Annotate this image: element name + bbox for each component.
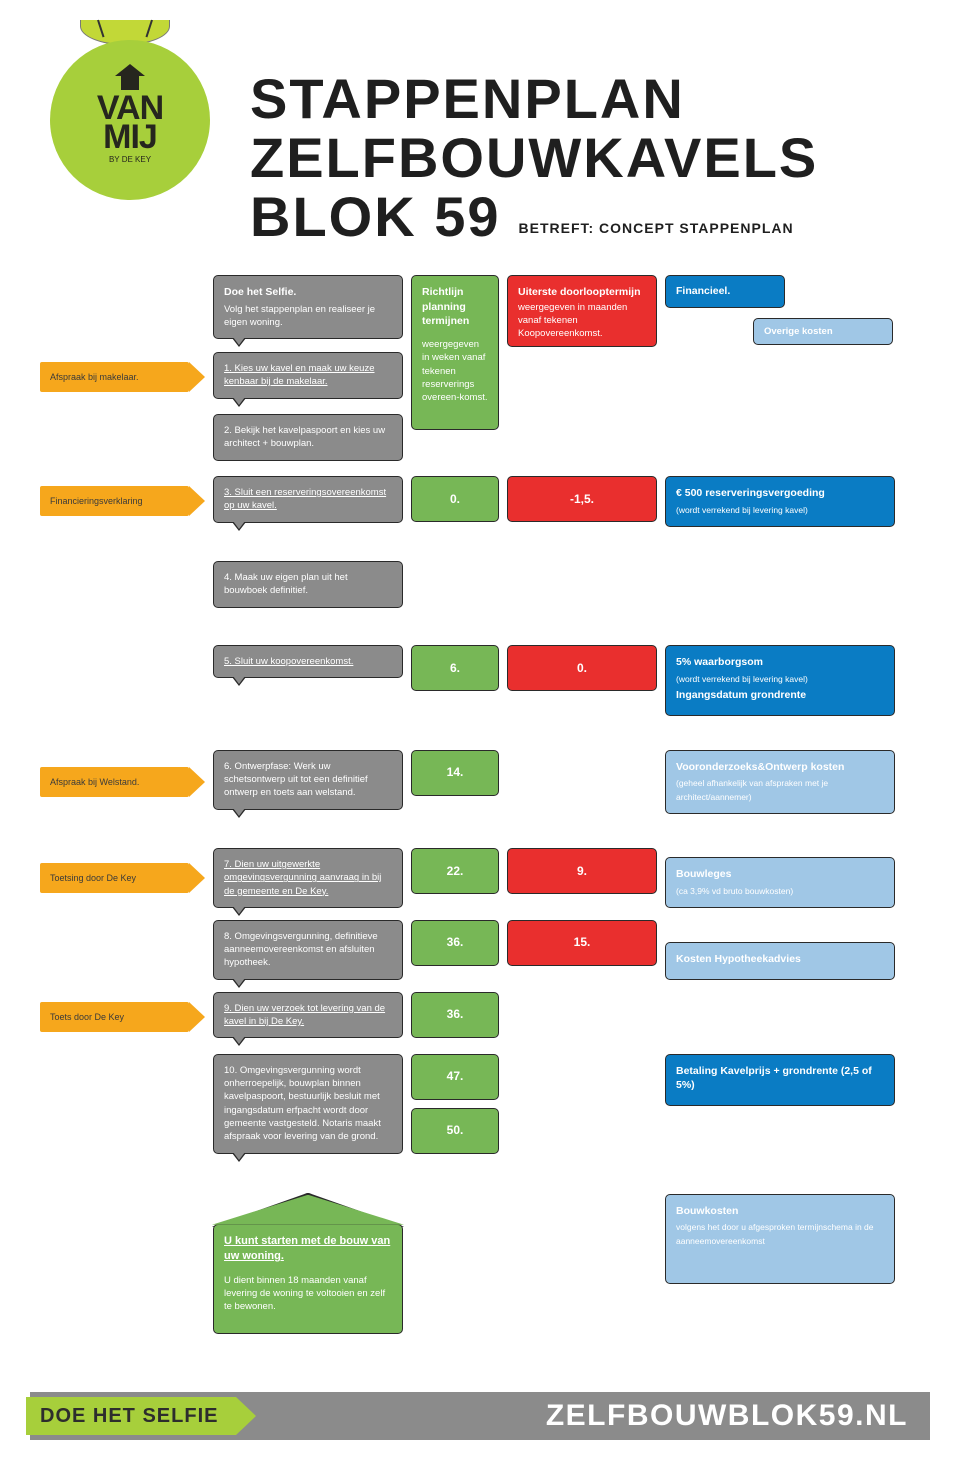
timeline-weeks: 0. (411, 476, 499, 522)
row-5: 5. Sluit uw koopovereenkomst.6.0.5% waar… (40, 645, 920, 716)
step-text: 3. Sluit een reserveringsovereenkomst op… (224, 487, 386, 511)
finance-body: (wordt verrekend bij levering kavel) (676, 505, 808, 515)
action-arrow: Toetsing door De Key (40, 863, 189, 893)
action-arrow: Afspraak bij Welstand. (40, 767, 189, 797)
step-text: 5. Sluit uw koopovereenkomst. (224, 656, 353, 667)
cost-box: Vooronderzoeks&Ontwerp kosten (geheel afh… (665, 750, 895, 814)
step-text: 10. Omgevingsvergunning wordt onherroepe… (224, 1065, 381, 1142)
step-box: U kunt starten met de bouw van uw woning… (213, 1224, 403, 1334)
legend-lightblue: Overige kosten (753, 318, 893, 345)
logo-badge: VAN MIJ BY DE KEY (50, 40, 210, 200)
finance-body: (wordt verrekend bij levering kavel) (676, 674, 808, 684)
footer-arrow: DOE HET SELFIE (26, 1397, 236, 1435)
timeline-weeks-2: 50. (411, 1108, 499, 1154)
step-text: 1. Kies uw kavel en maak uw keuze kenbaa… (224, 363, 375, 387)
row-11: U kunt starten met de bouw van uw woning… (40, 1194, 920, 1334)
row-3: Financieringsverklaring 3. Sluit een rese… (40, 476, 920, 527)
legend-green-title: Richtlijn planning termijnen (422, 285, 488, 329)
cost-box: Bouwleges (ca 3,9% vd bruto bouwkosten) (665, 857, 895, 908)
row-8: 8. Omgevingsvergunning, definitieve aann… (40, 920, 920, 980)
cost-box: Kosten Hypotheekadvies (665, 942, 895, 980)
legend-green: Richtlijn planning termijnen weergegeven… (411, 275, 499, 430)
footer-left: DOE HET SELFIE (40, 1405, 218, 1428)
flowchart-grid: Doe het Selfie. Volg het stappenplan en … (40, 275, 920, 1346)
house-icon (119, 76, 141, 90)
timeline-weeks: 6. (411, 645, 499, 691)
row-9: Toets door De Key 9. Dien uw verzoek tot … (40, 992, 920, 1042)
cost-body: volgens het door u afgesproken termijnsc… (676, 1222, 874, 1245)
footer-right: ZELFBOUWBLOK59.NL (546, 1399, 908, 1433)
logo-line2: MIJ (103, 123, 157, 152)
legend-blue: Financieel. (665, 275, 785, 308)
cost-title: Kosten Hypotheekadvies (676, 952, 884, 967)
cost-body: (geheel afhankelijk van afspraken met je… (676, 778, 828, 801)
step-box: 3. Sluit een reserveringsovereenkomst op… (213, 476, 403, 523)
legend-lightblue-title: Overige kosten (764, 326, 833, 337)
timeline-weeks: 14. (411, 750, 499, 796)
legend-selfie-body: Volg het stappenplan en realiseer je eig… (224, 304, 375, 328)
header: VAN MIJ BY DE KEY STAPPENPLAN ZELFBOUWKA… (40, 20, 920, 240)
step-box: 6. Ontwerpfase: Werk uw schetsontwerp ui… (213, 750, 403, 810)
step-box: 10. Omgevingsvergunning wordt onherroepe… (213, 1054, 403, 1154)
cost-box: Bouwkosten volgens het door u afgesproken… (665, 1194, 895, 1284)
title-line1: STAPPENPLAN (250, 70, 818, 129)
title-block: STAPPENPLAN ZELFBOUWKAVELS BLOK 59 BETRE… (250, 70, 818, 246)
step-box: 7. Dien uw uitgewerkte omgevingsvergunni… (213, 848, 403, 908)
finance-box: € 500 reserveringsvergoeding (wordt verre… (665, 476, 895, 527)
step-title: U kunt starten met de bouw van uw woning… (224, 1234, 392, 1265)
cost-body: (ca 3,9% vd bruto bouwkosten) (676, 886, 793, 896)
action-arrow: Toets door De Key (40, 1002, 189, 1032)
legend-blue-title: Financieel. (676, 284, 774, 299)
step-box: 2. Bekijk het kavelpaspoort en kies uw a… (213, 414, 403, 461)
timeline-weeks: 47. (411, 1054, 499, 1100)
row-6: Afspraak bij Welstand. 6. Ontwerpfase: We… (40, 750, 920, 814)
deadline-months: 9. (507, 848, 657, 894)
legend-red-title: Uiterste doorlooptermijn (518, 285, 646, 300)
subtitle: BETREFT: CONCEPT STAPPENPLAN (519, 220, 794, 246)
step-text: 7. Dien uw uitgewerkte omgevingsvergunni… (224, 859, 381, 897)
finance-extra: Ingangsdatum grondrente (676, 688, 884, 703)
row-10: 10. Omgevingsvergunning wordt onherroepe… (40, 1054, 920, 1154)
deadline-months: 0. (507, 645, 657, 691)
logo-sub: BY DE KEY (109, 155, 151, 164)
cost-title: Bouwleges (676, 867, 884, 882)
step-box: 1. Kies uw kavel en maak uw keuze kenbaa… (213, 352, 403, 399)
action-arrow: Afspraak bij makelaar. (40, 362, 189, 392)
legend-red-body: weergegeven in maanden vanaf tekenen Koo… (518, 302, 627, 340)
row-7: Toetsing door De Key 7. Dien uw uitgewerk… (40, 848, 920, 908)
step-text: U dient binnen 18 maanden vanaf levering… (224, 1275, 385, 1313)
cost-title: Vooronderzoeks&Ontwerp kosten (676, 760, 884, 775)
finance-box: Betaling Kavelprijs + grondrente (2,5 of… (665, 1054, 895, 1106)
step-text: 6. Ontwerpfase: Werk uw schetsontwerp ui… (224, 761, 368, 799)
finance-title: 5% waarborgsom (676, 655, 884, 670)
legend-selfie: Doe het Selfie. Volg het stappenplan en … (213, 275, 403, 339)
footer-bar: DOE HET SELFIE ZELFBOUWBLOK59.NL (30, 1392, 930, 1440)
finance-title: € 500 reserveringsvergoeding (676, 486, 884, 501)
legend-red: Uiterste doorlooptermijn weergegeven in … (507, 275, 657, 347)
step-box: 8. Omgevingsvergunning, definitieve aann… (213, 920, 403, 980)
legend-selfie-title: Doe het Selfie. (224, 285, 392, 300)
step-text: 9. Dien uw verzoek tot levering van de k… (224, 1003, 385, 1027)
legend-green-body: weergegeven in weken vanaf tekenen reser… (422, 339, 487, 403)
step-box: 9. Dien uw verzoek tot levering van de k… (213, 992, 403, 1039)
title-line2: ZELFBOUWKAVELS (250, 129, 818, 188)
timeline-weeks: 36. (411, 920, 499, 966)
step-text: 2. Bekijk het kavelpaspoort en kies uw a… (224, 425, 385, 449)
deadline-months: 15. (507, 920, 657, 966)
cost-title: Bouwkosten (676, 1204, 884, 1219)
action-arrow: Financieringsverklaring (40, 486, 189, 516)
step-box: 5. Sluit uw koopovereenkomst. (213, 645, 403, 678)
row-4: 4. Maak uw eigen plan uit het bouwboek d… (40, 561, 920, 611)
finance-box: 5% waarborgsom (wordt verrekend bij lever… (665, 645, 895, 716)
deadline-months: -1,5. (507, 476, 657, 522)
timeline-weeks: 22. (411, 848, 499, 894)
timeline-weeks: 36. (411, 992, 499, 1038)
step-text: 4. Maak uw eigen plan uit het bouwboek d… (224, 572, 348, 596)
step-box: 4. Maak uw eigen plan uit het bouwboek d… (213, 561, 403, 608)
finance-title: Betaling Kavelprijs + grondrente (2,5 of… (676, 1064, 884, 1093)
step-text: 8. Omgevingsvergunning, definitieve aann… (224, 931, 378, 969)
title-line3: BLOK 59 (250, 188, 501, 247)
